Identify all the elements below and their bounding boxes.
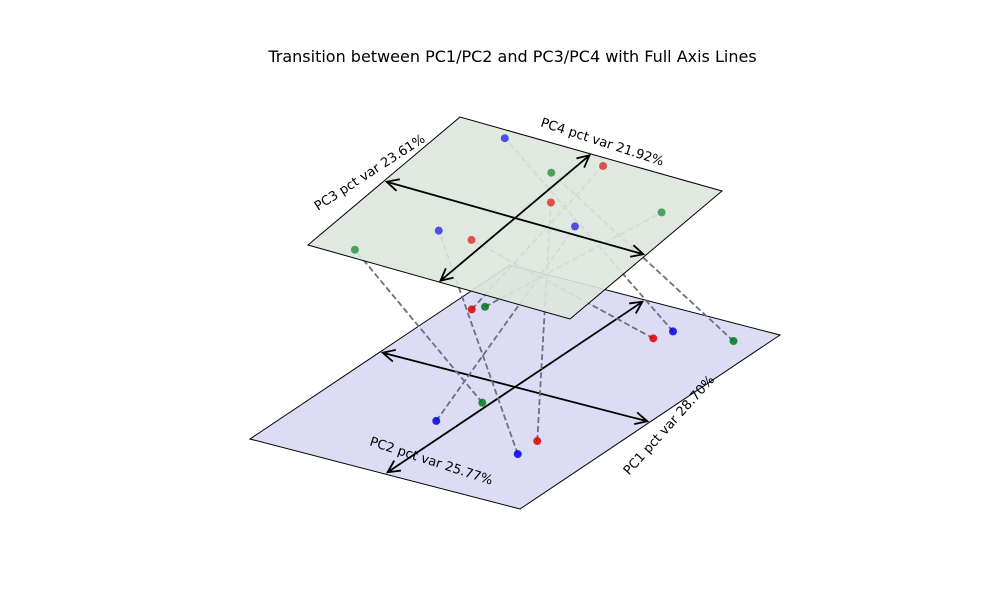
bottom-point-1 <box>467 305 476 314</box>
chart-title: Transition between PC1/PC2 and PC3/PC4 w… <box>268 47 757 66</box>
top-point-3 <box>546 198 555 207</box>
top-point-2 <box>467 235 476 244</box>
top-point-1 <box>599 161 608 170</box>
top-point-9 <box>434 226 443 235</box>
top-point-8 <box>500 134 509 143</box>
top-point-4 <box>657 208 666 217</box>
top-axis-2-line <box>439 154 591 282</box>
bottom-point-5 <box>478 398 487 407</box>
bottom-point-6 <box>729 337 738 346</box>
bottom-axis-2-line <box>387 300 643 474</box>
bottom-plane-points <box>432 302 738 459</box>
top-plane-points <box>350 134 666 254</box>
top-axis-1-arrowhead-1 <box>630 244 646 258</box>
bottom-point-7 <box>432 416 441 425</box>
top-axis-2-arrowhead-2 <box>576 153 592 168</box>
top-point-7 <box>571 222 579 231</box>
top-axis-1-arrowhead-2 <box>384 178 400 192</box>
bottom-axis-1-arrowhead-2 <box>633 411 650 425</box>
top-point-6 <box>547 168 556 177</box>
top-plane-axes <box>384 153 646 283</box>
bottom-axis-2-arrowhead-1 <box>628 300 645 314</box>
connector-line-5 <box>354 249 483 404</box>
bottom-point-4 <box>481 302 489 311</box>
bottom-plane-axes <box>380 300 650 474</box>
bottom-axis-1-arrowhead-1 <box>380 349 397 363</box>
top-axis-2-arrowhead-1 <box>438 268 454 283</box>
connector-line-9 <box>437 230 519 455</box>
bottom-point-9 <box>513 450 522 459</box>
connector-line-6 <box>550 172 735 342</box>
top-point-5 <box>350 245 359 254</box>
bottom-point-8 <box>669 327 677 336</box>
bottom-point-3 <box>533 437 542 446</box>
bottom-axis-2-arrowhead-2 <box>385 460 402 474</box>
bottom-point-2 <box>649 334 658 343</box>
